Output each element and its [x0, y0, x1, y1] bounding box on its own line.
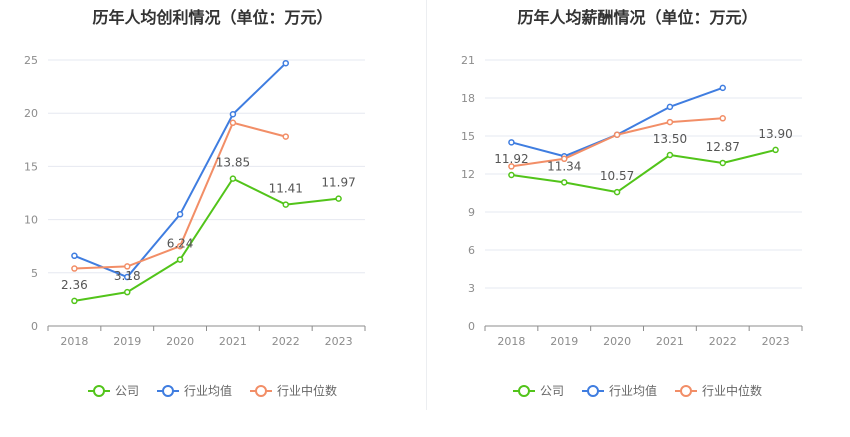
series-line-company: [511, 148, 776, 194]
legend-swatch-industry-mean: [156, 384, 179, 397]
data-label-company: 11.92: [494, 152, 528, 166]
legend-label-company: 公司: [539, 384, 564, 398]
y-tick-label: 6: [468, 244, 475, 257]
legend-swatch-company: [87, 384, 110, 397]
data-label-company: 13.90: [758, 127, 792, 141]
y-tick-label: 3: [468, 282, 475, 295]
point-industry-median: [719, 115, 726, 122]
legend-item-company[interactable]: 公司: [87, 382, 139, 399]
point-company: [772, 146, 779, 154]
chart-legend: 公司 行业均值 行业中位数: [425, 382, 850, 399]
point-industry-median: [613, 131, 621, 138]
y-tick-label: 15: [24, 160, 38, 173]
x-tick-label: 2020: [603, 335, 631, 348]
point-company: [719, 159, 726, 167]
legend-label-industry-median: 行业中位数: [277, 384, 338, 398]
point-industry-median: [561, 155, 568, 163]
point-industry-mean: [124, 273, 131, 281]
legend-item-company[interactable]: 公司: [512, 382, 564, 399]
panel-divider: [426, 0, 427, 410]
profit-per-capita-panel: 历年人均创利情况（单位：万元） 0 5 10 15 20 25 2018 2019 2020 20…: [0, 8, 425, 399]
point-industry-mean: [229, 111, 237, 118]
legend-swatch-industry-median: [250, 384, 272, 397]
data-label-company: 6.24: [167, 237, 194, 251]
x-tick-label: 2019: [550, 335, 578, 348]
y-tick-label: 0: [31, 320, 38, 333]
chart-legend: 公司 行业均值 行业中位数: [0, 382, 425, 399]
point-company: [124, 288, 131, 296]
salary-per-capita-chart: 0 3 6 9 12 15 18 21 2018 2019 2020 2021 2022 2023 11.9…: [461, 54, 803, 348]
x-tick-label: 2020: [166, 335, 194, 348]
y-tick-label: 21: [461, 54, 475, 67]
point-industry-mean: [282, 59, 289, 67]
x-tick-label: 2022: [272, 335, 300, 348]
point-industry-median: [71, 265, 78, 272]
legend-label-industry-mean: 行业均值: [183, 384, 232, 398]
y-tick-label: 10: [24, 214, 38, 227]
profit-per-capita-chart: 0 5 10 15 20 25 2018 2019 2020 2021 2022 2023 2.36 3.…: [24, 54, 366, 348]
chart-title: 历年人均创利情况（单位：万元）: [92, 8, 333, 27]
y-tick-label: 20: [24, 107, 38, 120]
x-tick-label: 2018: [497, 335, 525, 348]
point-industry-mean: [176, 211, 184, 218]
point-company: [176, 256, 184, 263]
legend-label-industry-median: 行业中位数: [702, 384, 763, 398]
legend-item-industry-mean[interactable]: 行业均值: [581, 382, 657, 399]
data-label-company: 13.50: [653, 132, 687, 146]
data-label-company: 3.18: [114, 269, 141, 283]
point-company: [561, 179, 568, 186]
legend-swatch-company: [512, 384, 535, 397]
y-tick-label: 5: [31, 267, 38, 280]
point-industry-mean: [71, 252, 78, 260]
data-label-company: 11.34: [547, 159, 581, 173]
point-company: [282, 201, 289, 208]
x-tick-label: 2019: [113, 335, 141, 348]
y-tick-label: 15: [461, 130, 475, 143]
x-tick-label: 2021: [219, 335, 247, 348]
point-industry-mean: [719, 84, 726, 92]
x-tick-label: 2018: [60, 335, 88, 348]
data-label-company: 11.41: [269, 182, 303, 196]
point-industry-median: [666, 118, 674, 126]
salary-per-capita-panel: 历年人均薪酬情况（单位：万元） 0 3 6 9 12 15 18 21 2018 2019 2020…: [425, 0, 850, 437]
data-label-company: 13.85: [216, 156, 250, 170]
y-tick-label: 25: [24, 54, 38, 67]
data-label-company: 12.87: [706, 140, 740, 154]
point-company: [71, 297, 78, 305]
x-tick-label: 2022: [709, 335, 737, 348]
y-tick-label: 9: [468, 206, 475, 219]
legend-item-industry-median[interactable]: 行业中位数: [250, 382, 337, 399]
y-tick-label: 12: [461, 168, 475, 181]
series-line-company: [74, 177, 339, 302]
legend-label-industry-mean: 行业均值: [608, 384, 657, 398]
y-tick-label: 0: [468, 320, 475, 333]
data-label-company: 10.57: [600, 169, 634, 183]
point-company: [229, 175, 237, 182]
point-industry-mean: [508, 139, 515, 146]
legend-swatch-industry-median: [675, 384, 697, 397]
point-company: [508, 171, 515, 179]
legend-item-industry-median[interactable]: 行业中位数: [675, 382, 762, 399]
point-company: [666, 151, 674, 159]
data-label-company: 11.97: [321, 176, 355, 190]
point-industry-median: [176, 242, 184, 250]
x-tick-label: 2023: [762, 335, 790, 348]
point-industry-mean: [666, 103, 674, 111]
legend-swatch-industry-mean: [581, 384, 604, 397]
point-company: [335, 195, 342, 202]
data-label-company: 2.36: [61, 278, 88, 292]
chart-title: 历年人均薪酬情况（单位：万元）: [517, 8, 758, 27]
y-tick-label: 18: [461, 92, 475, 105]
point-industry-median: [229, 119, 237, 127]
legend-label-company: 公司: [114, 384, 139, 398]
point-industry-median: [508, 163, 515, 170]
x-tick-label: 2023: [325, 335, 353, 348]
legend-item-industry-mean[interactable]: 行业均值: [156, 382, 232, 399]
x-tick-label: 2021: [656, 335, 684, 348]
point-industry-median: [124, 263, 131, 270]
point-industry-median: [282, 133, 289, 140]
point-company: [613, 188, 621, 196]
